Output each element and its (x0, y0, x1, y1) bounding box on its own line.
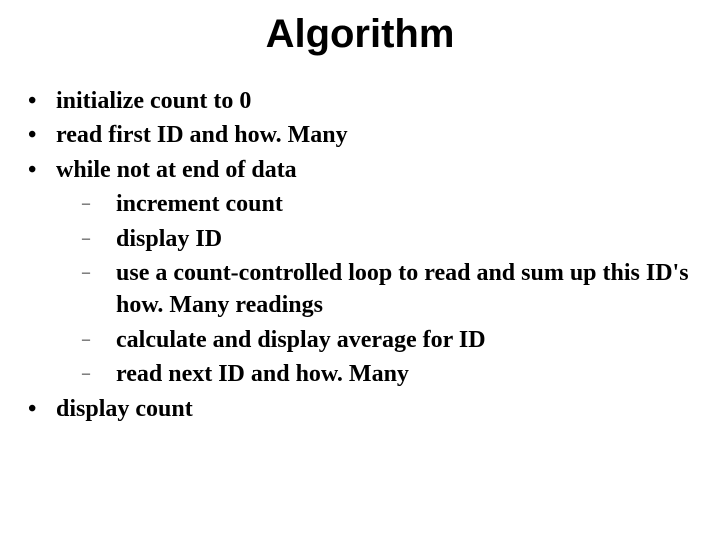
slide-content: initialize count to 0 read first ID and … (0, 85, 720, 425)
list-item: calculate and display average for ID (56, 324, 700, 356)
list-item: increment count (56, 188, 700, 220)
bullet-text: display count (56, 396, 193, 422)
slide: Algorithm initialize count to 0 read fir… (0, 0, 720, 540)
bullet-text: read next ID and how. Many (116, 361, 409, 387)
list-item: initialize count to 0 (28, 85, 700, 117)
bullet-text: read first ID and how. Many (56, 122, 348, 148)
bullet-text: increment count (116, 191, 283, 217)
list-item: read next ID and how. Many (56, 358, 700, 390)
slide-title: Algorithm (0, 12, 720, 57)
list-item: display count (28, 393, 700, 425)
bullet-text: use a count-controlled loop to read and … (116, 260, 689, 318)
bullet-text: display ID (116, 226, 222, 252)
bullet-text: calculate and display average for ID (116, 327, 486, 353)
bullet-text: initialize count to 0 (56, 88, 251, 114)
sub-bullet-list: increment count display ID use a count-c… (56, 188, 700, 390)
bullet-list: initialize count to 0 read first ID and … (28, 85, 700, 425)
list-item: while not at end of data increment count… (28, 154, 700, 391)
list-item: read first ID and how. Many (28, 119, 700, 151)
list-item: use a count-controlled loop to read and … (56, 257, 700, 322)
list-item: display ID (56, 223, 700, 255)
bullet-text: while not at end of data (56, 157, 297, 183)
